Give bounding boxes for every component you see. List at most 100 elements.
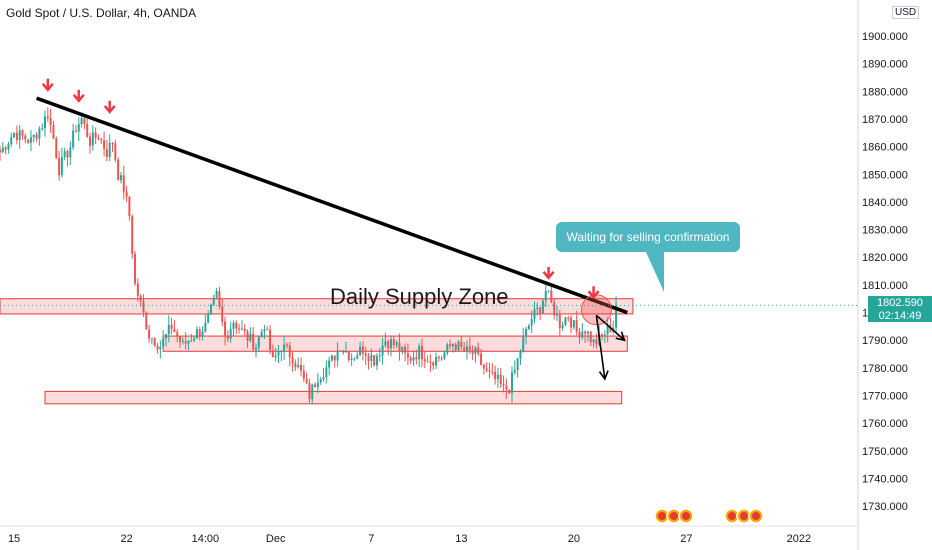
candle-body xyxy=(544,290,547,301)
candle-body xyxy=(100,139,103,141)
candle-body xyxy=(15,132,18,140)
x-tick-label: 14:00 xyxy=(192,533,220,545)
candle-body xyxy=(218,290,221,307)
candle-body xyxy=(328,360,331,368)
candle-body xyxy=(195,329,198,339)
candle-body xyxy=(454,344,457,351)
candle-body xyxy=(586,331,589,334)
candle-body xyxy=(522,336,525,352)
candle-body xyxy=(485,368,488,371)
y-axis-panel xyxy=(858,0,932,550)
y-tick-label: 1860.000 xyxy=(862,142,908,154)
projection-arrow xyxy=(595,314,626,341)
candle-body xyxy=(570,317,573,328)
candle-body xyxy=(72,130,75,148)
candle-body xyxy=(508,389,511,394)
projection-arrowhead xyxy=(598,370,609,381)
candle-body xyxy=(288,345,291,358)
candle-body xyxy=(468,346,471,351)
candle-body xyxy=(260,331,263,338)
candle-body xyxy=(266,329,269,331)
candle-body xyxy=(128,196,131,217)
candle-body xyxy=(513,369,516,373)
candle-body xyxy=(615,305,618,328)
y-tick-label: 1730.000 xyxy=(862,501,908,513)
candle-body xyxy=(91,132,94,146)
last-price-value: 1802.590 xyxy=(877,297,923,309)
candle-body xyxy=(584,331,587,334)
y-tick-label: 1850.000 xyxy=(862,169,908,181)
candle-body xyxy=(339,350,342,352)
x-tick-label: 7 xyxy=(368,533,374,545)
candle-body xyxy=(345,351,348,353)
event-flag-icon-inner xyxy=(682,512,690,520)
candle-body xyxy=(69,147,72,158)
candle-body xyxy=(392,339,395,346)
candle-body xyxy=(401,346,404,352)
candle-body xyxy=(142,300,145,313)
candle-body xyxy=(4,147,7,150)
markers-layer xyxy=(41,78,764,524)
candle-body xyxy=(117,159,120,181)
candle-body xyxy=(201,331,204,336)
candle-body xyxy=(471,350,474,354)
candle-body xyxy=(342,351,345,353)
candle-body xyxy=(325,367,328,378)
callout-note[interactable]: Waiting for selling confirmation xyxy=(556,222,740,252)
candle-body xyxy=(460,341,463,347)
candle-body xyxy=(550,290,553,303)
candle-body xyxy=(494,371,497,380)
candle-body xyxy=(46,116,49,119)
candle-body xyxy=(553,302,556,316)
candle-body xyxy=(221,306,224,322)
candle-body xyxy=(35,134,38,139)
candle-body xyxy=(423,359,426,362)
event-flag-icon-inner xyxy=(728,512,736,520)
candle-body xyxy=(13,132,16,138)
candle-body xyxy=(595,339,598,345)
event-flag-icon-inner xyxy=(658,512,666,520)
y-tick-label: 1740.000 xyxy=(862,474,908,486)
candle-body xyxy=(285,344,288,346)
candle-body xyxy=(86,123,89,137)
candle-body xyxy=(44,116,47,129)
candle-body xyxy=(235,322,238,329)
candle-body xyxy=(356,355,359,359)
candle-body xyxy=(330,355,333,361)
currency-label[interactable]: USD xyxy=(892,6,920,19)
candle-body xyxy=(190,340,193,342)
candle-body xyxy=(395,342,398,346)
candle-body xyxy=(420,346,423,360)
candle-body xyxy=(572,320,575,328)
event-flag-icon-inner xyxy=(740,512,748,520)
candle-body xyxy=(575,320,578,332)
candle-body xyxy=(254,347,257,350)
candle-body xyxy=(319,379,322,383)
candle-body xyxy=(18,130,21,140)
candle-body xyxy=(567,317,570,319)
candle-body xyxy=(387,341,390,349)
y-axis: 1730.000 1740.000 1750.000 1760.000 1770.000… xyxy=(857,0,932,550)
candle-body xyxy=(491,371,494,373)
candle-body xyxy=(181,341,184,343)
candle-body xyxy=(589,331,592,343)
candle-body xyxy=(97,138,100,140)
candle-body xyxy=(409,357,412,361)
candle-body xyxy=(159,346,162,350)
x-tick-label: 2022 xyxy=(787,533,811,545)
candle-body xyxy=(105,148,108,157)
candle-body xyxy=(60,157,63,175)
swing-arrowhead xyxy=(587,290,600,300)
candle-body xyxy=(418,346,421,360)
candle-body xyxy=(139,295,142,301)
candle-body xyxy=(27,139,30,143)
candle-body xyxy=(111,142,114,144)
candle-body xyxy=(336,350,339,361)
candle-body xyxy=(601,334,604,336)
candle-body xyxy=(502,383,505,386)
swing-arrowhead xyxy=(542,271,555,280)
candle-body xyxy=(499,374,502,384)
candle-body xyxy=(451,344,454,347)
candle-body xyxy=(347,351,350,361)
